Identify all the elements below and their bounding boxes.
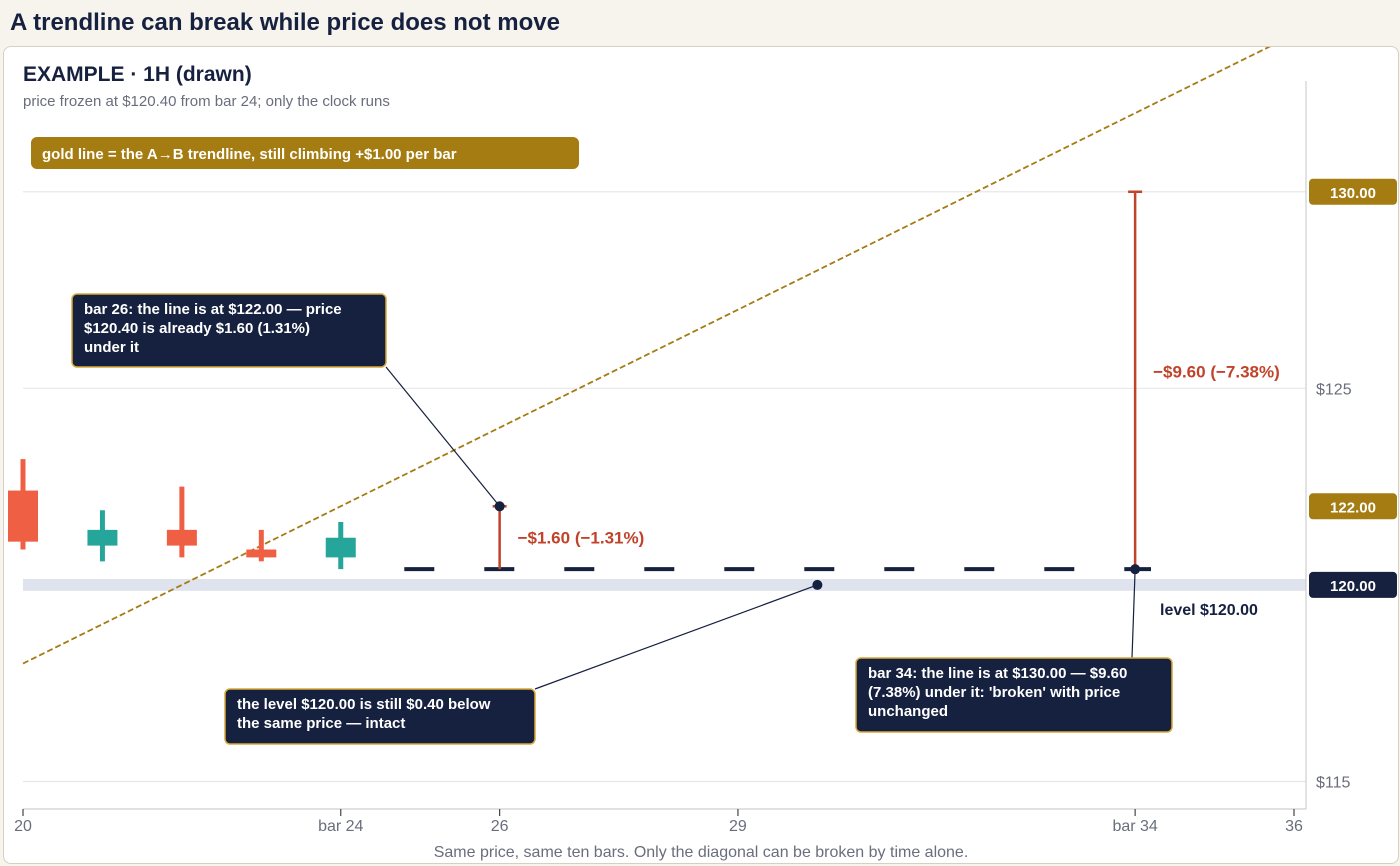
x-tick-label: bar 34 — [1112, 818, 1157, 835]
candle-down — [166, 529, 197, 546]
callout-text: (7.38%) under it: 'broken' with price — [868, 684, 1120, 701]
callout-text: bar 26: the line is at $122.00 — price — [84, 301, 342, 318]
callout-leader-layer — [385, 366, 1141, 690]
candle-up — [87, 529, 118, 546]
price-badge — [1309, 178, 1397, 205]
callout-text: the same price — intact — [237, 715, 405, 732]
chart-caption: Same price, same ten bars. Only the diag… — [434, 844, 969, 861]
price-badge-label: 130.00 — [1330, 185, 1376, 202]
gap-label: −$1.60 (−1.31%) — [518, 529, 645, 548]
legend-note-badge — [31, 137, 579, 169]
callout-box — [855, 657, 1173, 733]
callout-anchor-dot — [1130, 564, 1141, 575]
callout-leader — [385, 366, 501, 507]
chart-subtitle: price frozen at $120.40 from bar 24; onl… — [23, 93, 390, 110]
chart-panel: $115 $125 20 bar 24 26 29 bar 34 36 −$1.60 (−1.… — [3, 46, 1399, 864]
axes-layer: $115 $125 20 bar 24 26 29 bar 34 36 — [14, 81, 1352, 835]
trendline-chart: $115 $125 20 bar 24 26 29 bar 34 36 −$1.60 (−1.… — [8, 47, 1397, 861]
candle-up — [325, 537, 356, 558]
callout-text: the level $120.00 is still $0.40 below — [237, 696, 491, 713]
x-tick-label: 29 — [729, 818, 747, 835]
chart-title: EXAMPLE · 1H (drawn) — [23, 63, 252, 86]
y-tick-label: $115 — [1316, 774, 1351, 791]
callout-anchor-dot — [812, 579, 823, 590]
legend-note-text: gold line = the A→B trendline, still cli… — [42, 146, 457, 163]
callout-text: unchanged — [868, 703, 948, 720]
gap-label: −$9.60 (−7.38%) — [1153, 362, 1280, 381]
x-tick-label: 26 — [491, 818, 509, 835]
callout-box — [224, 688, 536, 745]
callout-text: under it — [84, 339, 139, 356]
callout-layer: bar 26: the line is at $122.00 — price $1… — [71, 293, 1173, 745]
price-badge-label: 120.00 — [1330, 578, 1376, 595]
trendline-layer — [22, 47, 1271, 665]
gap-layer: −$1.60 (−1.31%) −$9.60 (−7.38%) — [492, 190, 1280, 570]
candle-down — [246, 549, 277, 558]
callout-box — [71, 293, 387, 368]
x-tick-label: bar 24 — [318, 818, 363, 835]
y-tick-label: $125 — [1316, 381, 1352, 398]
price-badge-layer: 130.00 122.00 120.00 — [1309, 178, 1397, 598]
support-zone-band — [23, 579, 1306, 591]
candles-layer — [8, 459, 356, 570]
x-tick-label: 20 — [14, 818, 32, 835]
price-badge-label: 122.00 — [1330, 499, 1376, 516]
callout-text: bar 34: the line is at $130.00 — $9.60 — [868, 665, 1127, 682]
callout-text: $120.40 is already $1.60 (1.31%) — [84, 320, 310, 337]
price-badge — [1309, 571, 1397, 598]
text-layer: level $120.00 gold line = the A→B trendli… — [23, 63, 1258, 861]
price-badge — [1309, 493, 1397, 520]
trendline — [22, 47, 1271, 665]
page-title: A trendline can break while price does n… — [10, 9, 560, 36]
callout-leader — [534, 584, 818, 690]
level-label: level $120.00 — [1160, 602, 1258, 619]
x-tick-label: 36 — [1285, 818, 1303, 835]
callout-leader — [1131, 569, 1136, 659]
support-zone-layer — [23, 579, 1306, 591]
candle-down — [8, 490, 38, 542]
grid-layer — [23, 191, 1306, 783]
callout-anchor-dot — [494, 501, 505, 512]
